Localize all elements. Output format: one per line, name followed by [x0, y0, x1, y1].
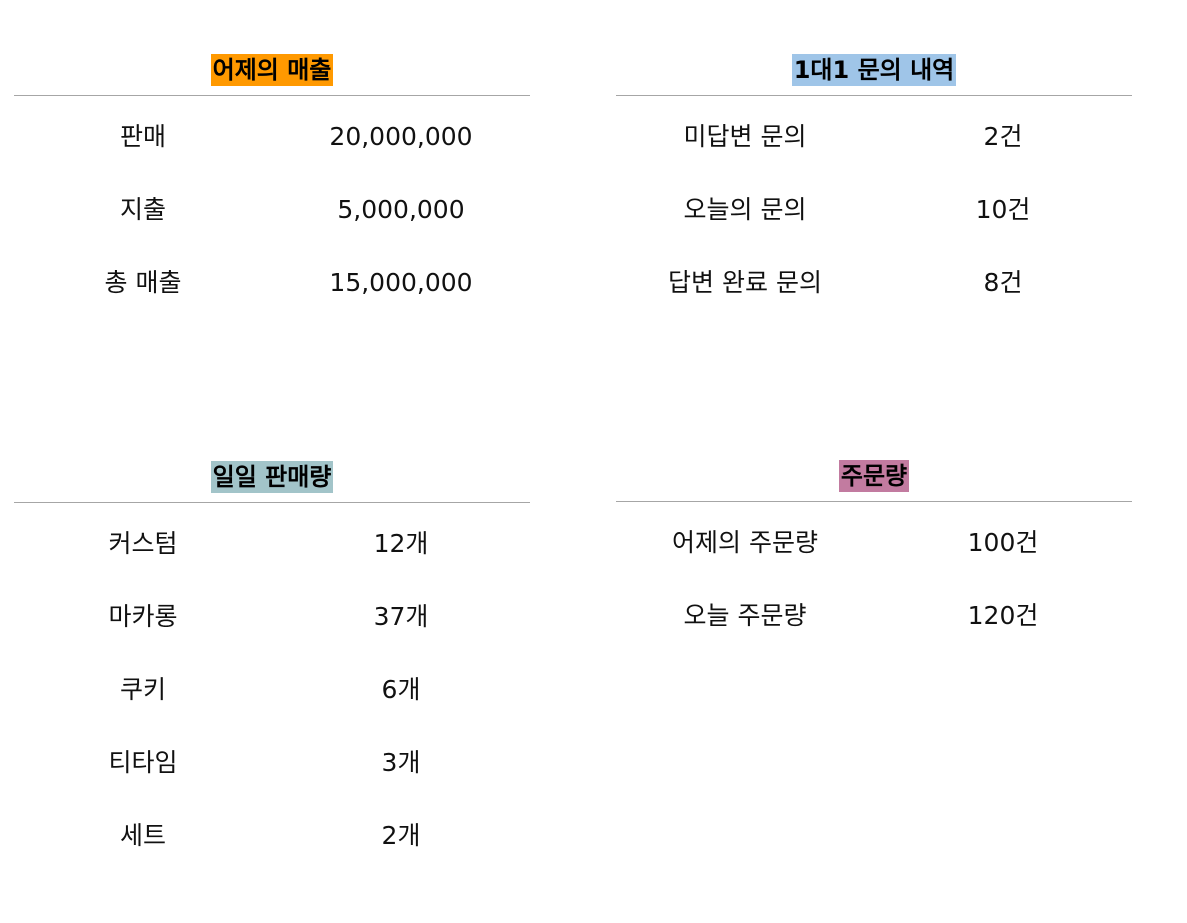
row-label: 쿠키 — [119, 675, 166, 704]
panel-header: 일일 판매량 — [14, 447, 530, 503]
daily-sales-title: 일일 판매량 — [210, 461, 334, 493]
sales-row-sale: 판매 20,000,000 — [14, 96, 530, 169]
row-value: 3개 — [381, 748, 421, 777]
row-label: 미답변 문의 — [683, 122, 807, 151]
daily-sales-panel: 일일 판매량 커스텀 12개 마카롱 37개 쿠키 6개 티타임 3개 세트 2… — [14, 447, 530, 868]
row-value: 20,000,000 — [329, 122, 473, 151]
panel-header: 1대1 문의 내역 — [616, 40, 1132, 96]
daily-row-set: 세트 2개 — [14, 795, 530, 868]
inquiry-row-answered: 답변 완료 문의 8건 — [616, 242, 1132, 315]
sales-row-total: 총 매출 15,000,000 — [14, 242, 530, 315]
daily-row-teatime: 티타임 3개 — [14, 722, 530, 795]
row-value: 100건 — [967, 528, 1039, 557]
row-label: 지출 — [119, 195, 166, 224]
yesterday-sales-title: 어제의 매출 — [210, 54, 334, 86]
row-value: 8건 — [983, 268, 1023, 297]
inquiry-title: 1대1 문의 내역 — [791, 54, 957, 86]
orders-panel: 주문량 어제의 주문량 100건 오늘 주문량 120건 — [616, 446, 1132, 648]
row-label: 티타임 — [108, 748, 178, 777]
row-label: 총 매출 — [104, 268, 182, 297]
divider — [616, 95, 1132, 96]
row-label: 마카롱 — [108, 602, 178, 631]
yesterday-sales-panel: 어제의 매출 판매 20,000,000 지출 5,000,000 총 매출 1… — [14, 40, 530, 315]
row-label: 오늘의 문의 — [683, 195, 807, 224]
daily-row-cookie: 쿠키 6개 — [14, 649, 530, 722]
panel-header: 주문량 — [616, 446, 1132, 502]
divider — [616, 501, 1132, 502]
row-label: 오늘 주문량 — [683, 601, 807, 630]
orders-title: 주문량 — [838, 460, 910, 492]
daily-row-custom: 커스텀 12개 — [14, 503, 530, 576]
divider — [14, 95, 530, 96]
row-label: 커스텀 — [108, 529, 178, 558]
daily-row-macaron: 마카롱 37개 — [14, 576, 530, 649]
row-label: 어제의 주문량 — [672, 528, 818, 557]
inquiry-panel: 1대1 문의 내역 미답변 문의 2건 오늘의 문의 10건 답변 완료 문의 … — [616, 40, 1132, 315]
sales-row-expense: 지출 5,000,000 — [14, 169, 530, 242]
row-value: 2개 — [381, 821, 421, 850]
row-value: 6개 — [381, 675, 421, 704]
row-value: 37개 — [373, 602, 429, 631]
row-label: 세트 — [119, 821, 166, 850]
orders-row-yesterday: 어제의 주문량 100건 — [616, 502, 1132, 575]
row-value: 2건 — [983, 122, 1023, 151]
panel-header: 어제의 매출 — [14, 40, 530, 96]
inquiry-row-today: 오늘의 문의 10건 — [616, 169, 1132, 242]
orders-row-today: 오늘 주문량 120건 — [616, 575, 1132, 648]
row-value: 15,000,000 — [329, 268, 473, 297]
row-value: 12개 — [373, 529, 429, 558]
row-value: 5,000,000 — [337, 195, 465, 224]
inquiry-row-unanswered: 미답변 문의 2건 — [616, 96, 1132, 169]
row-value: 10건 — [975, 195, 1031, 224]
row-label: 판매 — [119, 122, 166, 151]
divider — [14, 502, 530, 503]
row-label: 답변 완료 문의 — [668, 268, 822, 297]
row-value: 120건 — [967, 601, 1039, 630]
